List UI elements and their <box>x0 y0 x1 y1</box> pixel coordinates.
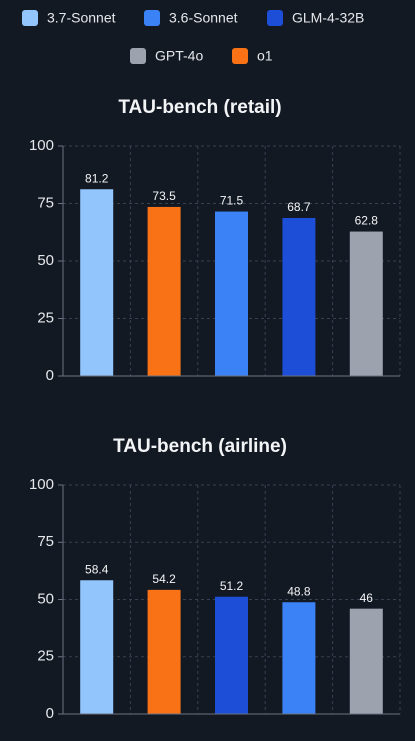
y-tick-label: 0 <box>46 367 54 384</box>
data-label: 81.2 <box>85 171 109 185</box>
legend-swatch <box>267 10 283 26</box>
legend-label: o1 <box>257 48 273 64</box>
data-label: 71.5 <box>220 194 244 208</box>
bar <box>349 608 383 714</box>
legend-label: GPT-4o <box>155 48 203 64</box>
data-label: 46 <box>360 591 374 605</box>
y-tick-label: 75 <box>37 533 54 550</box>
y-tick-label: 25 <box>37 309 54 326</box>
legend-label: 3.7-Sonnet <box>47 10 116 26</box>
y-tick-label: 100 <box>29 476 54 493</box>
data-label: 54.2 <box>152 572 176 586</box>
bar <box>80 189 114 376</box>
legend-label: 3.6-Sonnet <box>169 10 238 26</box>
bar <box>215 596 248 714</box>
bar <box>147 206 181 376</box>
data-label: 51.2 <box>220 579 244 593</box>
bar <box>147 589 181 714</box>
bar <box>80 580 114 714</box>
legend-swatch <box>130 48 146 64</box>
chart-title: TAU-bench (retail) <box>118 97 281 118</box>
y-tick-label: 0 <box>46 705 54 722</box>
bar <box>282 602 316 714</box>
data-label: 62.8 <box>355 214 379 228</box>
bar <box>349 231 383 376</box>
chart-title: TAU-bench (airline) <box>113 436 287 457</box>
data-label: 73.5 <box>152 189 176 203</box>
legend-label: GLM-4-32B <box>292 10 364 26</box>
legend-swatch <box>22 10 38 26</box>
data-label: 58.4 <box>85 562 109 576</box>
y-tick-label: 50 <box>37 590 54 607</box>
legend-swatch <box>232 48 248 64</box>
y-tick-label: 25 <box>37 648 54 665</box>
legend-swatch <box>144 10 160 26</box>
y-tick-label: 100 <box>29 137 54 154</box>
bar <box>282 217 316 376</box>
data-label: 48.8 <box>287 584 311 598</box>
y-tick-label: 50 <box>37 252 54 269</box>
y-tick-label: 75 <box>37 194 54 211</box>
data-label: 68.7 <box>287 200 311 214</box>
bar <box>215 211 248 376</box>
